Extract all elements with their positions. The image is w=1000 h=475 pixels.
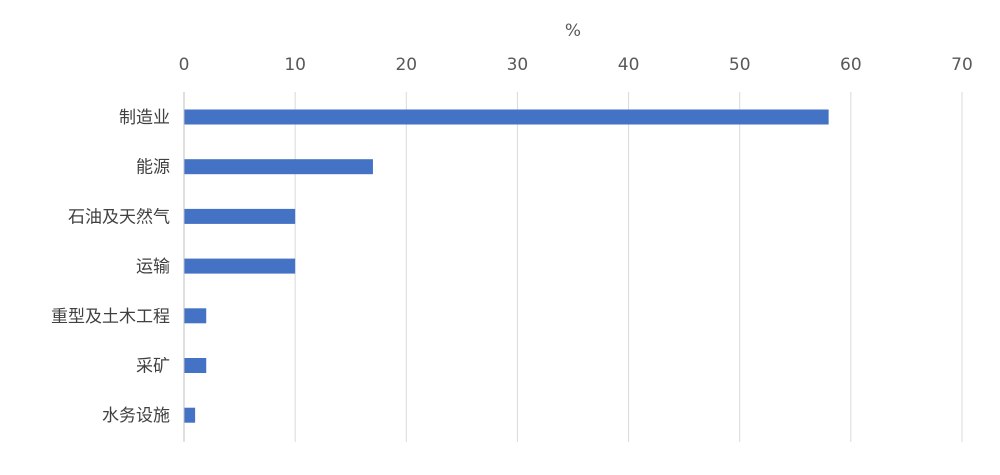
bar — [184, 358, 207, 373]
category-label: 石油及天然气 — [68, 207, 170, 227]
bar — [184, 407, 196, 423]
bar — [184, 208, 296, 224]
bars — [184, 109, 829, 423]
bar — [184, 159, 373, 175]
category-label: 制造业 — [119, 108, 170, 128]
category-label: 能源 — [136, 158, 170, 178]
x-tick-label: 40 — [618, 55, 640, 75]
x-tick-label: 70 — [951, 55, 973, 75]
category-label: 运输 — [136, 257, 170, 277]
x-tick-label: 0 — [179, 55, 190, 75]
x-tick-label: 10 — [284, 55, 306, 75]
bar — [184, 308, 207, 324]
x-tick-label: 60 — [840, 55, 862, 75]
bar — [184, 258, 296, 274]
bar — [184, 109, 829, 125]
x-tick-label: 30 — [507, 55, 529, 75]
x-tick-label: 50 — [729, 55, 751, 75]
gridlines — [294, 92, 963, 442]
category-label: 水务设施 — [102, 406, 170, 426]
axis-unit-label: % — [565, 21, 581, 41]
category-label: 重型及土木工程 — [51, 307, 170, 327]
category-label: 采矿 — [136, 357, 170, 377]
x-tick-label: 20 — [395, 55, 417, 75]
x-tick-labels: 0 10 20 30 40 50 60 70 — [179, 55, 973, 75]
